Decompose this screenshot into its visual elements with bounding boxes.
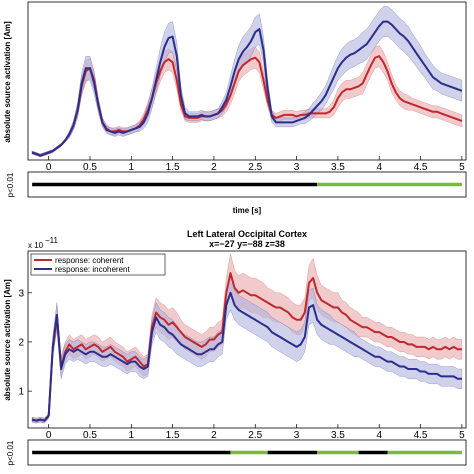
x-tick-label: 3 <box>294 430 300 441</box>
x-tick-label: 2 <box>211 162 217 173</box>
series-line-incoherent <box>31 291 462 422</box>
x-tick-label: 2.5 <box>248 162 262 173</box>
top-significance-frame <box>27 171 467 198</box>
x-tick-label: 4.5 <box>414 430 428 441</box>
x-tick-label: 0.5 <box>83 162 97 173</box>
legend-box <box>30 253 166 276</box>
x-tick-label: 3.5 <box>331 162 345 173</box>
x-tick-label: 5 <box>459 162 465 173</box>
top-error-bands <box>31 6 463 158</box>
top-x-ticks: 0 0.5 1 1.5 2 2.5 3 3.5 4 4.5 5 <box>46 156 465 173</box>
bottom-significance-label: p<0.01 <box>6 440 15 465</box>
y-exponent-power: −11 <box>45 236 59 245</box>
bottom-significance-frame <box>27 439 467 466</box>
top-axes-frame <box>27 1 467 161</box>
x-tick-label: 0 <box>46 162 52 173</box>
chart-title: Left Lateral Occipital Cortex <box>187 229 307 239</box>
x-tick-label: 4 <box>376 430 382 441</box>
error-band-coherent <box>31 253 463 424</box>
x-tick-label: 5 <box>459 430 465 441</box>
error-band-incoherent <box>31 274 463 424</box>
x-tick-label: 2 <box>211 430 217 441</box>
x-tick-label: 3.5 <box>331 430 345 441</box>
x-tick-label: 3 <box>294 162 300 173</box>
y-tick-label: 3 <box>18 288 24 299</box>
x-tick-label: 1 <box>129 162 135 173</box>
bottom-series-lines <box>31 272 462 422</box>
bottom-error-bands <box>31 253 463 424</box>
bottom-y-ticks: 1 2 3 <box>18 288 32 398</box>
chart-subtitle: x=−27 y=−88 z=38 <box>209 239 285 249</box>
top-panel: 0 0.5 1 1.5 2 2.5 3 3.5 4 4.5 5 absolute source ac… <box>3 1 467 215</box>
bottom-y-axis-label: absolute source activation [Am] <box>3 279 12 401</box>
x-tick-label: 2.5 <box>248 430 262 441</box>
bottom-x-ticks: 0 0.5 1 1.5 2 2.5 3 3.5 4 4.5 5 <box>46 424 465 441</box>
y-exponent-base: x 10 <box>28 241 44 250</box>
x-tick-label: 1 <box>129 430 135 441</box>
legend: response: coherent response: incoherent <box>30 253 166 276</box>
top-x-axis-label: time [s] <box>233 206 262 215</box>
x-tick-label: 1.5 <box>166 430 180 441</box>
top-series-lines <box>31 20 463 157</box>
bottom-axes-frame <box>27 250 467 429</box>
top-y-axis-label: absolute source activation [Am] <box>3 21 12 143</box>
x-tick-label: 4 <box>376 162 382 173</box>
legend-label-incoherent: response: incoherent <box>55 265 130 274</box>
series-line-coherent <box>31 272 462 422</box>
y-tick-label: 1 <box>18 387 24 398</box>
x-tick-label: 4.5 <box>414 162 428 173</box>
series-line-incoherent <box>31 20 463 157</box>
x-tick-label: 0 <box>46 430 52 441</box>
top-significance-label: p<0.01 <box>6 172 15 197</box>
bottom-panel: Left Lateral Occipital Cortex x=−27 y=−8… <box>3 229 467 466</box>
x-tick-label: 0.5 <box>83 430 97 441</box>
x-tick-label: 1.5 <box>166 162 180 173</box>
legend-label-coherent: response: coherent <box>55 256 124 265</box>
y-tick-label: 2 <box>18 337 24 348</box>
error-band-incoherent <box>31 6 463 158</box>
